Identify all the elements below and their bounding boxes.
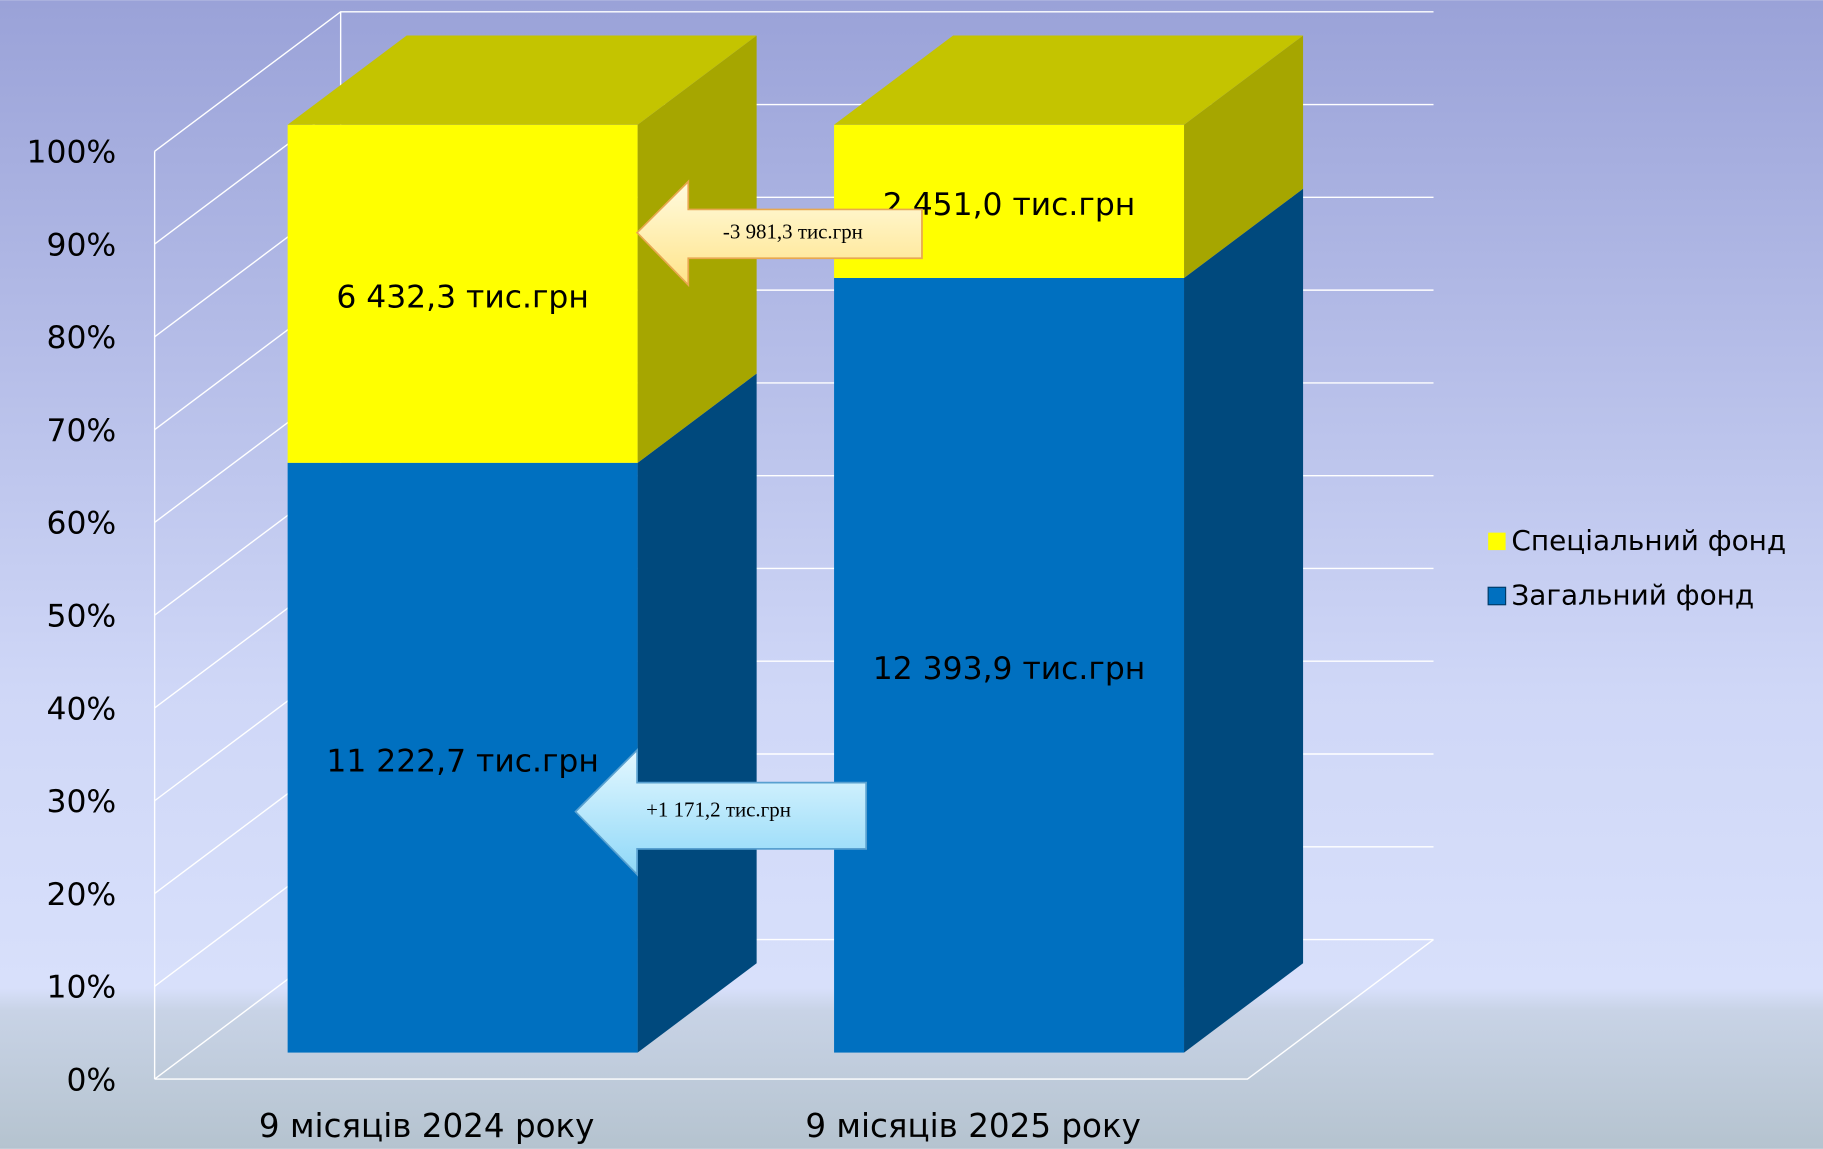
annotation: +1 171,2 тис.грн	[646, 797, 791, 821]
bar	[834, 277, 1185, 1053]
bar-side	[1184, 35, 1304, 278]
value-label: 6 432,3 тис.грн	[336, 279, 589, 315]
bar-top	[834, 35, 1304, 125]
bar	[287, 462, 638, 1053]
arrow-shape	[574, 747, 868, 877]
floor-edge	[154, 939, 1434, 1080]
y-tick-label: 0%	[66, 1062, 116, 1098]
y-tick-label: 100%	[27, 135, 117, 171]
legend-label: Загальний фонд	[1511, 579, 1754, 612]
y-tick-label: 90%	[47, 227, 117, 263]
y-tick-label: 80%	[47, 320, 117, 356]
y-tick-label: 20%	[47, 877, 117, 913]
y-tick-label: 30%	[47, 784, 117, 820]
bar	[287, 124, 638, 463]
legend-swatch	[1487, 586, 1507, 606]
y-tick-label: 10%	[47, 970, 117, 1006]
y-tick-label: 60%	[47, 506, 117, 542]
annotation-arrow: +1 171,2 тис.грн	[574, 747, 868, 877]
x-tick-label: 9 місяців 2024 року	[259, 1107, 595, 1145]
value-label: 12 393,9 тис.грн	[873, 651, 1146, 687]
y-tick-label: 70%	[47, 413, 117, 449]
bar-top	[287, 35, 757, 125]
annotation-arrow: -3 981,3 тис.грн	[635, 179, 923, 288]
plot: 0% 10% 20% 30% 40% 50% 60% 70% 80% 90% 100% 11 222,…	[27, 11, 1786, 1145]
y-tick-label: 50%	[47, 599, 117, 635]
value-label: 11 222,7 тис.грн	[326, 743, 599, 779]
value-label: 2 451,0 тис.грн	[883, 187, 1136, 223]
annotation: -3 981,3 тис.грн	[723, 220, 863, 244]
bar-side	[1184, 188, 1304, 1053]
legend: Загальний фонд Спеціальний фонд	[1487, 524, 1786, 612]
bar-side	[637, 373, 757, 1053]
arrow-shape	[635, 179, 923, 288]
legend-swatch	[1488, 532, 1506, 551]
y-tick-label: 40%	[47, 691, 117, 727]
legend-label: Спеціальний фонд	[1511, 524, 1786, 557]
x-tick-label: 9 місяців 2025 року	[805, 1107, 1141, 1145]
